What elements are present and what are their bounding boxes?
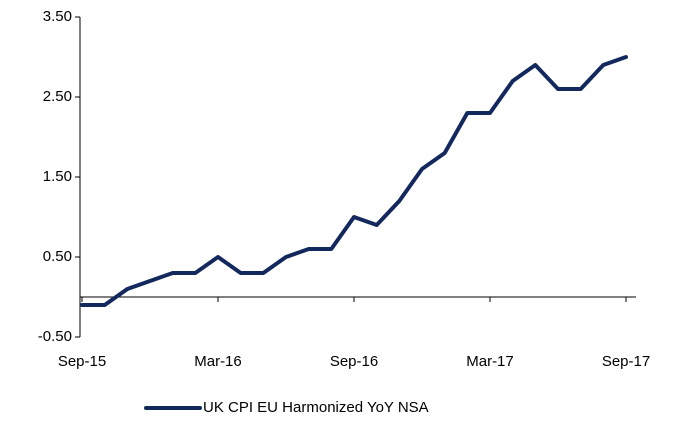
x-tick-label: Sep-17 [602, 353, 650, 370]
y-tick-label: 1.50 [43, 168, 72, 185]
x-tick-label: Sep-16 [330, 353, 378, 370]
y-tick-label: -0.50 [38, 328, 72, 345]
y-tick-label: 2.50 [43, 88, 72, 105]
data-line [80, 55, 628, 307]
x-tick-label: Sep-15 [58, 353, 106, 370]
x-tick-label: Mar-16 [194, 353, 242, 370]
x-tick-label: Mar-17 [466, 353, 514, 370]
y-tick-label: 3.50 [43, 8, 72, 25]
y-tick-label: 0.50 [43, 248, 72, 265]
legend-label: UK CPI EU Harmonized YoY NSA [203, 399, 429, 416]
